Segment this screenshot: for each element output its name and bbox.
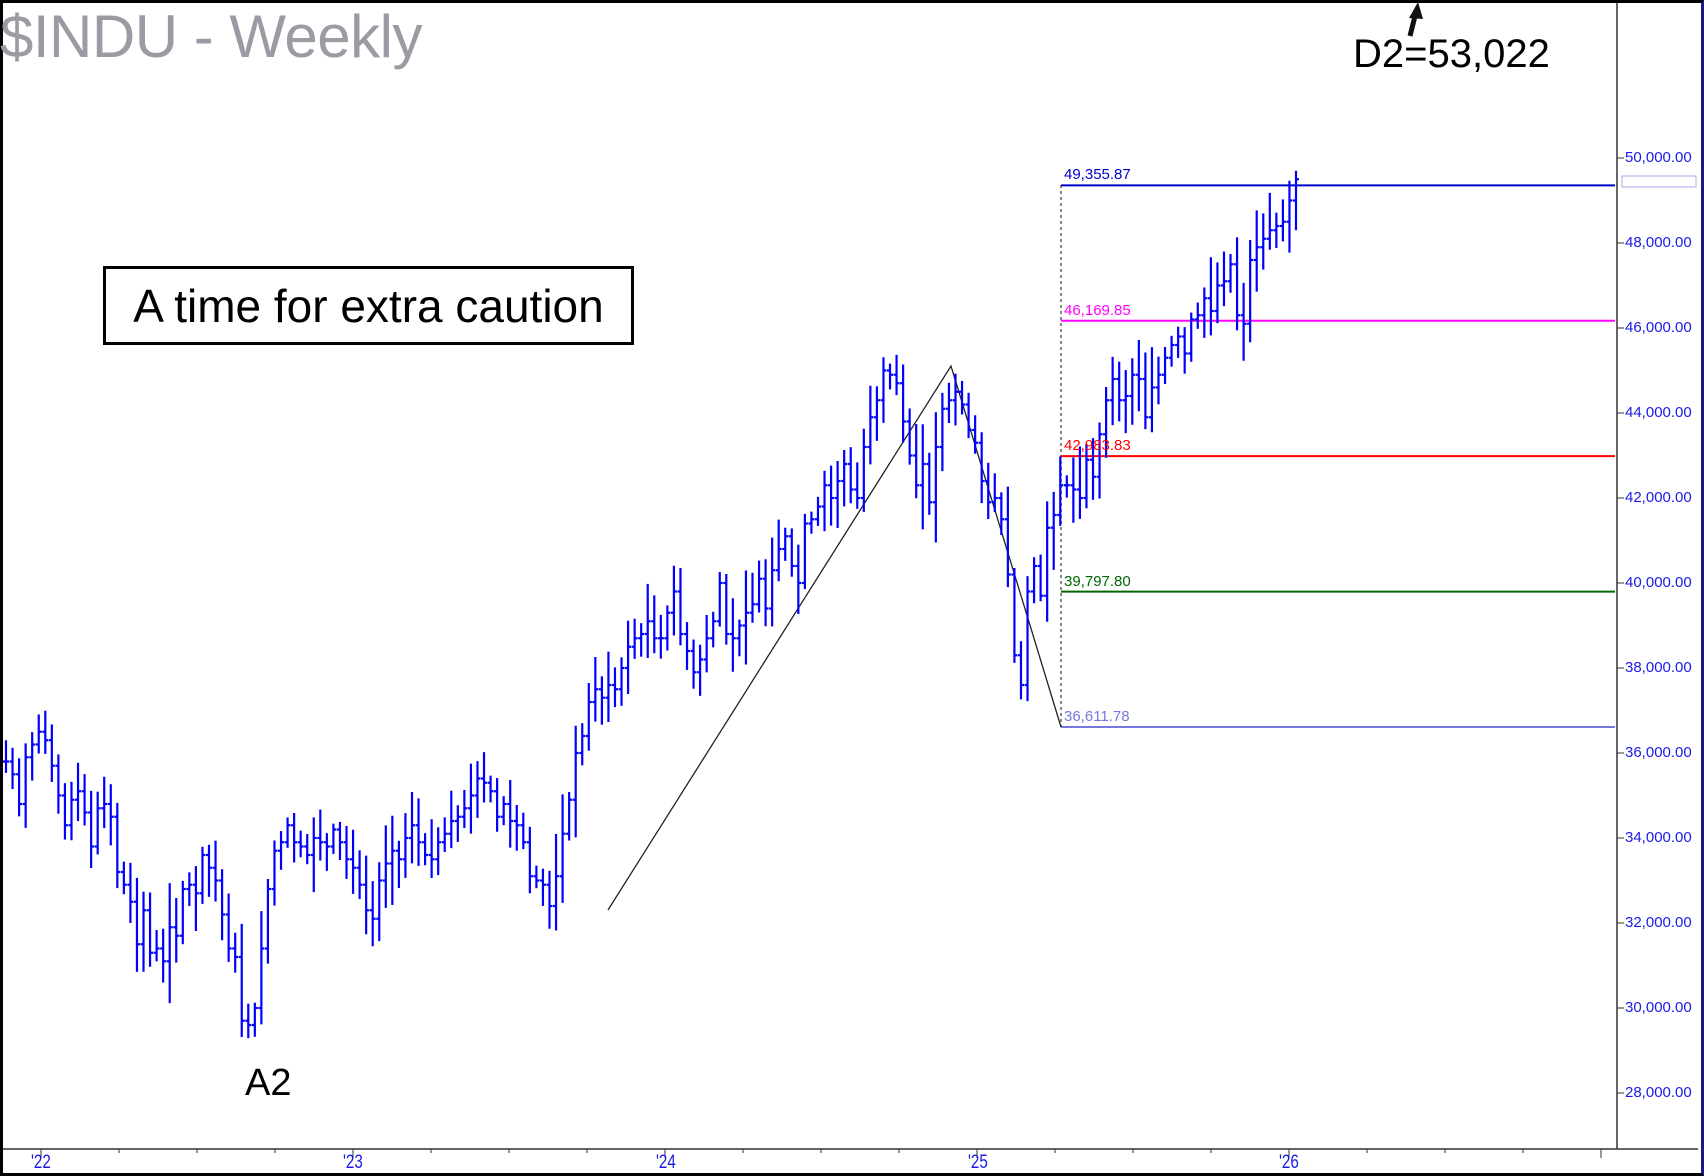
level-label: 39,797.80 xyxy=(1064,572,1131,590)
y-axis-ticks xyxy=(1617,157,1624,1094)
y-tick-label: 46,000.00 xyxy=(1625,319,1692,336)
up-arrow-icon xyxy=(1407,2,1423,37)
x-tick-label: '25 xyxy=(968,1152,988,1173)
y-tick-label: 38,000.00 xyxy=(1625,659,1692,676)
y-tick-label: 48,000.00 xyxy=(1625,234,1692,251)
y-tick-label: 28,000.00 xyxy=(1625,1084,1692,1101)
a2-pivot-label: A2 xyxy=(245,1062,292,1104)
y-tick-label: 30,000.00 xyxy=(1625,999,1692,1016)
price-bars xyxy=(3,170,1299,1039)
y-tick-label: 34,000.00 xyxy=(1625,829,1692,846)
level-label: 42,983.83 xyxy=(1064,437,1131,455)
y-tick-label: 42,000.00 xyxy=(1625,489,1692,506)
x-tick-label: '23 xyxy=(343,1152,363,1173)
x-axis-ticks xyxy=(40,1149,1602,1158)
chart-title: $INDU - Weekly xyxy=(0,3,422,70)
caption-text: A time for extra caution xyxy=(133,279,604,332)
x-tick-label: '26 xyxy=(1279,1152,1299,1173)
y-tick-label: 44,000.00 xyxy=(1625,404,1692,421)
y-tick-label: 50,000.00 xyxy=(1625,149,1692,166)
last-price-marker xyxy=(1621,175,1697,188)
x-tick-label: '22 xyxy=(31,1152,51,1173)
y-tick-label: 32,000.00 xyxy=(1625,914,1692,931)
y-tick-label: 36,000.00 xyxy=(1625,744,1692,761)
target-levels xyxy=(1061,184,1615,728)
level-label: 46,169.85 xyxy=(1064,301,1131,319)
y-tick-label: 40,000.00 xyxy=(1625,574,1692,591)
abc-pattern-lines xyxy=(607,364,1062,911)
caption-box: A time for extra caution xyxy=(103,266,634,345)
x-tick-label: '24 xyxy=(656,1152,676,1173)
d2-target-label: D2=53,022 xyxy=(1353,32,1550,76)
level-label: 49,355.87 xyxy=(1064,166,1131,184)
level-label: 36,611.78 xyxy=(1064,707,1130,725)
